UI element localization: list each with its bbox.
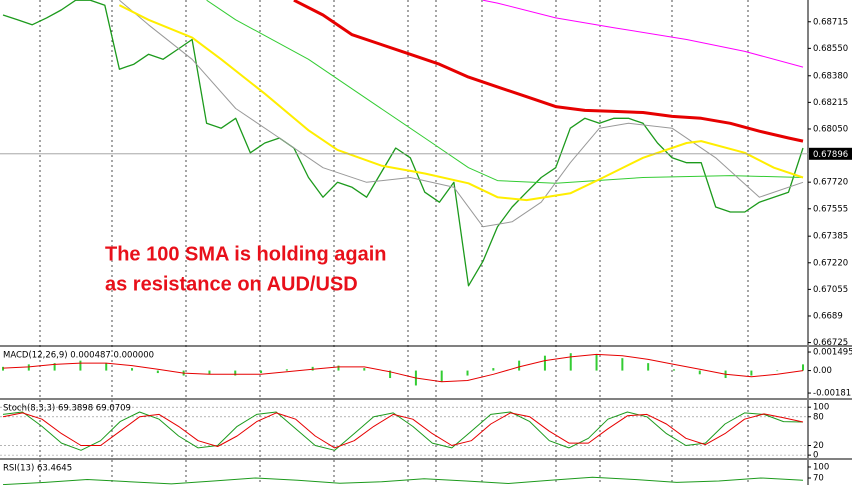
series-line [293,0,804,143]
series-line [2,476,804,485]
series-line [2,353,804,383]
y-tick-label: 70 [813,474,824,484]
y-tick-label: 0.68215 [813,98,848,108]
histogram-bar [234,370,237,376]
histogram-bar [2,366,4,371]
histogram-bar [672,369,675,371]
histogram-bar [595,354,598,371]
histogram-bar [208,370,211,375]
series-line [482,0,804,68]
series-line [2,412,804,449]
last-price-label: 0.67896 [813,150,848,160]
series-line [119,0,804,228]
series-line [118,4,804,202]
y-tick-label: 0.67555 [813,204,848,214]
y-tick-label: 0 [813,451,818,461]
series-line [206,0,804,184]
y-tick-label: 0.68050 [813,124,848,134]
histogram-bar [750,370,753,376]
panel-title: Stoch(8,3,3) 69.3898 69.0709 [3,404,131,414]
y-tick-label: 80 [813,412,824,422]
plot-area [2,0,804,287]
plot-area [2,353,804,386]
histogram-bar [802,364,804,371]
y-tick-label: 0.001495 [813,348,852,358]
histogram-bar [569,353,572,371]
last-price-box [809,147,852,160]
y-tick-label: 0.68550 [813,44,848,54]
histogram-bar [492,368,495,371]
annotation: as resistance on AUD/USD [105,273,358,295]
y-tick-label: -0.001811 [813,389,852,399]
histogram-bar [518,360,521,371]
histogram-bar [27,364,30,371]
histogram-bar [647,363,650,371]
y-tick-label: 0.67385 [813,232,848,242]
y-tick-label: 0.68715 [813,17,848,27]
series-line [2,0,804,287]
histogram-bar [337,365,340,371]
series-line [2,411,804,451]
y-tick-label: 0.6689 [813,311,843,321]
plot-area [2,411,804,451]
histogram-bar [311,366,314,371]
panel-title: RSI(13) 63.4645 [3,464,72,474]
histogram-bar [776,370,779,372]
plot-area [2,476,804,485]
y-tick-label: 20 [813,441,824,451]
y-tick-label: 0.67055 [813,285,848,295]
histogram-bar [389,370,392,379]
y-tick-label: 0.67720 [813,178,848,188]
histogram-bar [53,363,56,371]
y-tick-label: 0.00 [813,366,832,376]
annotation: The 100 SMA is holding again [105,243,387,265]
y-tick-label: 100 [813,403,829,413]
histogram-bar [543,355,546,371]
y-tick-label: 100 [813,462,829,472]
histogram-bar [466,370,469,376]
histogram-bar [131,368,134,371]
histogram-bar [285,369,288,371]
histogram-bar [105,363,108,371]
histogram-bar [698,370,701,375]
histogram-bar [621,358,624,371]
panel-title: MACD(12,26,9) 0.000487 0.000000 [3,351,154,361]
histogram-bar [440,370,443,382]
histogram-bar [156,370,159,374]
y-tick-label: 0.68380 [813,71,848,81]
histogram-bar [79,360,82,371]
histogram-bar [363,368,366,371]
y-tick-label: 0.67220 [813,258,848,268]
histogram-bar [260,370,263,374]
y-tick-label: 0.66725 [813,338,848,348]
